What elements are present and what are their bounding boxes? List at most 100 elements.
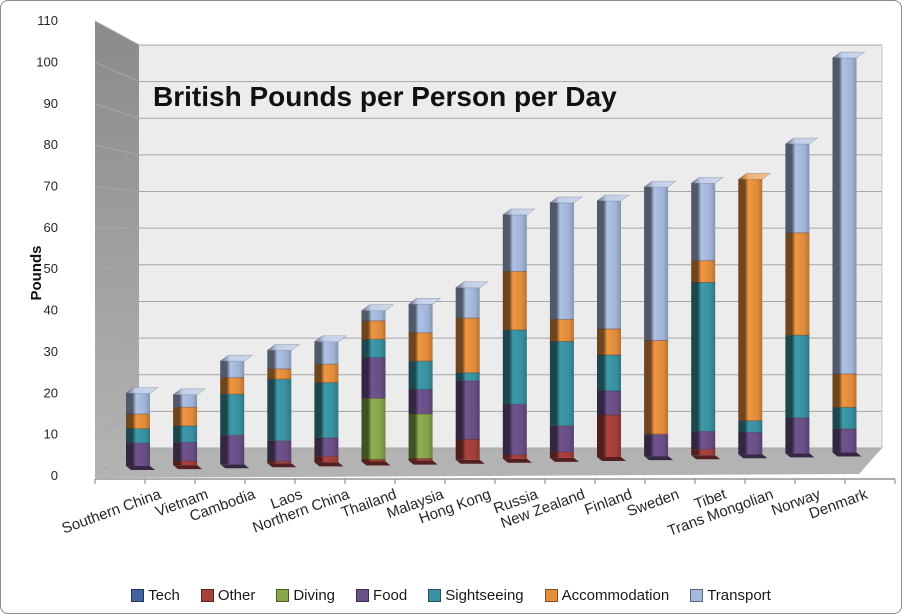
- bar-segment-laos-food[interactable]: [267, 440, 292, 462]
- bar-segment-new-zealand-accommodation[interactable]: [549, 319, 574, 342]
- bar-segment-finland-accommodation[interactable]: [597, 329, 621, 355]
- bar-segment-thailand-food[interactable]: [361, 357, 386, 399]
- bar-segment-malaysia-food[interactable]: [408, 389, 433, 414]
- bar-segment-cambodia-transport[interactable]: [220, 361, 245, 378]
- bar-segment-norway-food[interactable]: [785, 417, 810, 454]
- legend-item-food[interactable]: Food: [356, 587, 407, 604]
- bar-segment-northern-china-transport[interactable]: [314, 341, 339, 365]
- bar-segment-norway-sightseeing[interactable]: [785, 335, 810, 418]
- bar-segment-norway-transport[interactable]: [785, 144, 810, 233]
- bar-top-sweden[interactable]: [643, 180, 677, 188]
- bar-top-russia[interactable]: [501, 208, 536, 216]
- bar-segment-new-zealand-other[interactable]: [549, 451, 574, 458]
- bar-segment-thailand-other[interactable]: [361, 459, 386, 462]
- bar-segment-thailand-accommodation[interactable]: [361, 320, 386, 340]
- bar-top-cambodia[interactable]: [219, 354, 254, 362]
- bar-segment-trans-mongolian-accommodation[interactable]: [738, 179, 763, 421]
- bar-top-tibet[interactable]: [690, 176, 725, 184]
- bar-segment-laos-accommodation[interactable]: [267, 368, 292, 380]
- bar-segment-vietnam-transport[interactable]: [173, 394, 198, 408]
- bar-segment-thailand-sightseeing[interactable]: [361, 339, 386, 358]
- bar-top-malaysia[interactable]: [407, 297, 442, 305]
- bar-segment-sweden-food[interactable]: [644, 434, 669, 457]
- bar-segment-denmark-sightseeing[interactable]: [832, 407, 857, 429]
- bar-segment-trans-mongolian-sightseeing[interactable]: [738, 420, 763, 433]
- bar-segment-hong-kong-transport[interactable]: [455, 287, 480, 319]
- bar-segment-southern-china-transport[interactable]: [126, 393, 150, 415]
- legend-item-other[interactable]: Other: [200, 587, 255, 604]
- x-axis-label-sweden: Sweden: [625, 486, 682, 521]
- legend-label-sightseeing: Sightseeing: [445, 587, 524, 604]
- bar-segment-russia-other[interactable]: [502, 454, 527, 459]
- bar-segment-malaysia-sightseeing[interactable]: [408, 361, 433, 390]
- legend-item-tech[interactable]: Tech: [131, 587, 180, 604]
- bar-segment-finland-other[interactable]: [597, 415, 621, 457]
- bar-segment-vietnam-other[interactable]: [173, 460, 198, 466]
- bar-segment-hong-kong-other[interactable]: [455, 439, 480, 460]
- bar-top-denmark[interactable]: [831, 51, 866, 59]
- legend-item-accommodation[interactable]: Accommodation: [544, 587, 669, 604]
- bar-segment-sweden-transport[interactable]: [644, 187, 669, 341]
- bar-top-thailand[interactable]: [360, 304, 395, 312]
- bar-segment-denmark-transport[interactable]: [832, 58, 857, 374]
- bar-segment-hong-kong-accommodation[interactable]: [455, 318, 480, 373]
- bar-segment-cambodia-accommodation[interactable]: [220, 377, 245, 395]
- bar-segment-malaysia-transport[interactable]: [408, 304, 433, 333]
- bar-top-trans-mongolian[interactable]: [737, 173, 772, 180]
- bar-segment-malaysia-accommodation[interactable]: [408, 332, 433, 362]
- bar-segment-cambodia-sightseeing[interactable]: [220, 394, 245, 436]
- bar-top-southern-china[interactable]: [125, 387, 159, 394]
- bar-segment-finland-food[interactable]: [597, 391, 621, 415]
- bar-segment-tibet-transport[interactable]: [691, 183, 716, 261]
- bar-top-finland[interactable]: [596, 194, 630, 202]
- bar-segment-new-zealand-sightseeing[interactable]: [549, 341, 574, 426]
- bar-top-vietnam[interactable]: [172, 388, 207, 396]
- bar-segment-southern-china-food[interactable]: [126, 443, 150, 466]
- bar-segment-new-zealand-food[interactable]: [549, 425, 574, 452]
- bar-segment-hong-kong-sightseeing[interactable]: [455, 372, 480, 381]
- bar-segment-norway-accommodation[interactable]: [785, 232, 810, 336]
- bar-segment-laos-transport[interactable]: [267, 350, 292, 369]
- bar-segment-cambodia-food[interactable]: [220, 435, 245, 465]
- bar-segment-finland-transport[interactable]: [597, 201, 621, 329]
- bar-top-new-zealand[interactable]: [549, 196, 583, 204]
- bar-top-norway[interactable]: [784, 137, 819, 145]
- bar-segment-laos-other[interactable]: [267, 461, 292, 464]
- bar-segment-russia-accommodation[interactable]: [502, 271, 527, 330]
- bar-segment-tibet-accommodation[interactable]: [691, 260, 716, 283]
- legend-item-transport[interactable]: Transport: [690, 587, 771, 604]
- legend-item-sightseeing[interactable]: Sightseeing: [428, 587, 524, 604]
- bar-segment-northern-china-sightseeing[interactable]: [314, 382, 339, 438]
- bar-top-laos[interactable]: [266, 344, 301, 351]
- bar-segment-russia-transport[interactable]: [502, 214, 527, 272]
- bar-segment-northern-china-other[interactable]: [314, 456, 339, 463]
- bar-segment-trans-mongolian-food[interactable]: [738, 432, 763, 455]
- bar-top-hong-kong[interactable]: [454, 281, 489, 289]
- bar-segment-denmark-accommodation[interactable]: [832, 374, 857, 408]
- chart-title[interactable]: British Pounds per Person per Day: [153, 81, 617, 112]
- bar-segment-tibet-food[interactable]: [691, 431, 716, 450]
- bar-segment-laos-sightseeing[interactable]: [267, 379, 292, 441]
- bar-segment-vietnam-sightseeing[interactable]: [173, 425, 198, 443]
- bar-segment-new-zealand-transport[interactable]: [549, 202, 574, 320]
- bar-segment-vietnam-accommodation[interactable]: [173, 407, 198, 426]
- bar-segment-vietnam-food[interactable]: [173, 442, 198, 461]
- legend-item-diving[interactable]: Diving: [276, 587, 335, 604]
- bar-segment-russia-food[interactable]: [502, 404, 527, 455]
- bar-segment-finland-sightseeing[interactable]: [597, 355, 621, 391]
- bar-segment-malaysia-other[interactable]: [408, 458, 433, 461]
- bar-segment-southern-china-accommodation[interactable]: [126, 414, 150, 429]
- bar-segment-hong-kong-food[interactable]: [455, 380, 480, 440]
- bar-segment-thailand-diving[interactable]: [361, 398, 386, 460]
- bar-segment-malaysia-diving[interactable]: [408, 413, 433, 459]
- bar-segment-northern-china-food[interactable]: [314, 437, 339, 457]
- bar-segment-denmark-food[interactable]: [832, 428, 857, 453]
- bar-segment-tibet-sightseeing[interactable]: [691, 282, 716, 432]
- bar-segment-sweden-accommodation[interactable]: [644, 340, 669, 435]
- bar-segment-southern-china-sightseeing[interactable]: [126, 428, 150, 444]
- bar-top-northern-china[interactable]: [313, 335, 348, 343]
- bar-segment-thailand-transport[interactable]: [361, 310, 386, 321]
- bar-segment-russia-sightseeing[interactable]: [502, 329, 527, 405]
- bar-segment-tibet-other[interactable]: [691, 449, 716, 456]
- bar-segment-northern-china-accommodation[interactable]: [314, 364, 339, 383]
